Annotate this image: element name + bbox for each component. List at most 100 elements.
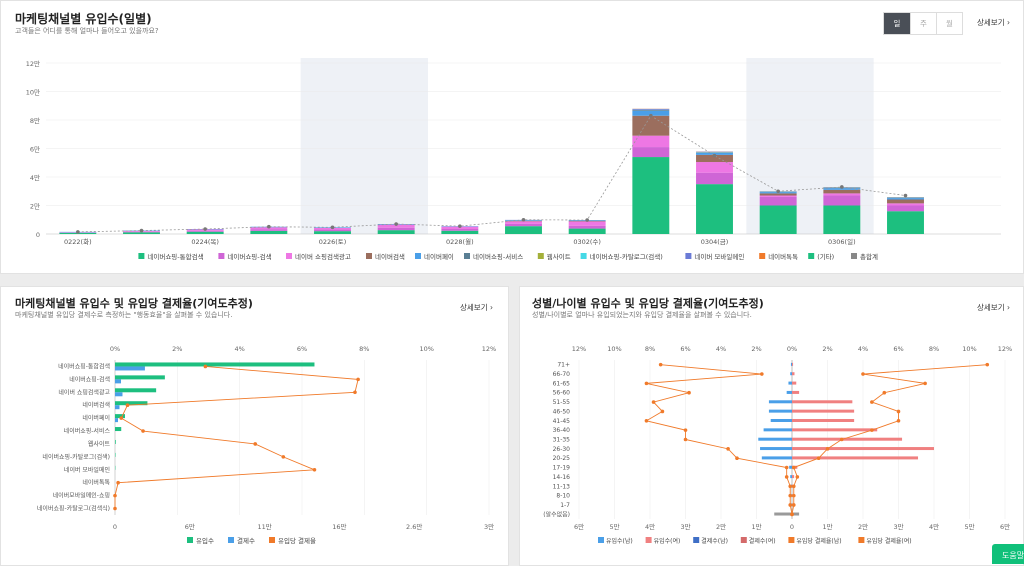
legend-swatch [808,253,814,259]
legend-label: 유입당 결제율(여) [866,537,911,545]
payment-bar [115,366,145,370]
male-inflow-bar [788,382,792,385]
legend-label: 네이버쇼핑-통합검색 [147,252,203,261]
male-rate-point [735,456,739,460]
female-rate-point [861,372,865,376]
legend-swatch [598,537,604,543]
category-label: 네이버 모바일메인 [64,466,110,474]
female-rate-point [817,456,821,460]
bar-segment [505,221,542,224]
bar-segment [887,206,924,212]
female-rate-point [790,513,794,517]
age-label: 61-65 [553,380,571,387]
legend-swatch [759,253,765,259]
inflow-tick-label: 6만 [574,522,584,531]
age-label: 46-50 [553,408,571,415]
rate-tick-label: 12% [482,345,496,353]
inflow-tick-label: 4만 [929,522,939,531]
female-inflow-bar [792,419,854,422]
bar-segment [632,157,669,234]
rate-point [119,416,123,420]
bar-segment [823,193,860,195]
category-label: 네이버 쇼핑검색광고 [58,388,110,396]
bar-segment [569,226,606,229]
inflow-tick-label: 0 [790,523,794,531]
male-inflow-bar [791,363,792,366]
legend-label: 네이버쇼핑-서비스 [473,252,523,261]
y-tick-label: 2만 [30,202,40,211]
x-tick-label: 0306(일) [828,237,856,246]
category-label: 네이버쇼핑-카탈로그(검색식) [37,505,110,513]
male-rate-point [684,438,688,442]
bar-segment [187,231,224,232]
legend-label: 유입당 결제율(남) [796,537,841,545]
total-point [394,222,398,226]
legend-label: 네이버페이 [424,252,454,261]
age-label: 20-25 [553,455,571,462]
rate-tick-label: 2% [822,345,832,353]
female-inflow-bar [792,372,794,375]
payment-bar [115,392,122,396]
inflow-bar [115,388,156,392]
total-point [140,229,144,233]
rate-tick-label: 12% [998,345,1012,353]
inflow-tick-label: 5만 [964,522,974,531]
x-tick-label: 0226(토) [319,238,347,246]
daily-inflow-chart: 02만4만6만8만10만12만0222(화)0224(목)0226(토)0228… [1,1,1024,274]
total-point [458,224,462,228]
bar-segment [696,162,733,173]
male-rate-point [645,419,649,423]
weekend-band [301,58,428,234]
male-rate-point [726,447,730,451]
rate-tick-label: 4% [235,345,245,353]
inflow-tick-label: 2만 [716,522,726,531]
total-point [585,218,589,222]
age-label: 56-60 [553,390,571,397]
bar-segment [123,232,160,234]
payment-bar [115,418,118,422]
rate-tick-label: 8% [929,345,939,353]
bar-segment [569,221,606,225]
bar-segment [887,198,924,199]
age-label: 8-10 [556,493,570,500]
female-inflow-bar [792,391,799,394]
age-label: 41-45 [553,418,571,425]
bar-segment [887,211,924,234]
inflow-tick-label: 3만 [893,522,903,531]
female-inflow-bar [792,400,852,403]
bar-segment [250,229,287,231]
female-rate-point [897,419,901,423]
rate-tick-label: 8% [645,345,655,353]
legend-label: 유입수(남) [606,537,633,545]
bar-segment [696,184,733,234]
bar-segment [378,228,415,230]
rate-tick-label: 10% [607,345,621,353]
daily-inflow-card: 마케팅채널별 유입수(일별) 고객들은 어디를 통해 얼마나 들어오고 있을까요… [0,0,1024,274]
bar-segment [378,230,415,234]
female-inflow-bar [792,382,796,385]
category-label: 웹사이트 [88,440,111,448]
male-inflow-bar [790,372,792,375]
rate-tick-label: 0% [787,345,797,353]
rate-tick-label: 2% [172,345,182,353]
x-tick-label: 0304(금) [701,238,729,246]
male-inflow-bar [787,391,792,394]
bar-segment [632,110,669,111]
inflow-tick-label: 0 [113,523,117,531]
total-point [76,230,80,234]
bar-segment [314,230,351,232]
bar-segment [505,224,542,226]
rate-point [313,468,317,472]
inflow-tick-label: 5만 [609,522,619,531]
legend-swatch [538,253,544,259]
age-label: 17-19 [553,465,571,472]
legend-swatch [581,253,587,259]
legend-label: 결제수 [237,536,255,545]
female-rate-point [923,382,927,386]
help-button[interactable]: 도움말 [992,544,1024,564]
female-rate-point [985,363,989,367]
rate-line [115,366,358,508]
inflow-tick-label: 2만 [858,522,868,531]
